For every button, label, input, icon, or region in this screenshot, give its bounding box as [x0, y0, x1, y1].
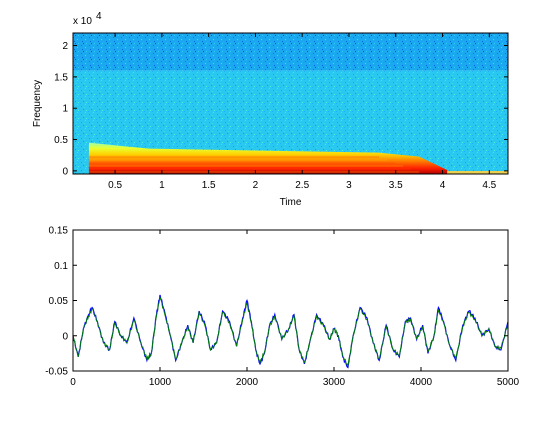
spectrogram-tail	[447, 171, 508, 174]
spectrogram-y-tick-label: 0	[62, 166, 68, 177]
waveform-x-tick-label: 4000	[410, 377, 433, 388]
spectrogram-x-tick-label: 1	[159, 180, 165, 191]
spectrogram-x-tick-label: 0.5	[108, 180, 122, 191]
waveform-x-tick-label: 0	[70, 377, 76, 388]
spectrogram-y-axis-label: Frequency	[32, 80, 43, 127]
waveform-x-tick-label: 3000	[323, 377, 346, 388]
spectrogram-high-band-noise	[73, 33, 508, 71]
waveform-y-ticks: -0.05 0 0.05 0.1 0.15	[45, 226, 508, 378]
spectrogram-image	[73, 33, 508, 174]
spectrogram-x-tick-label: 1.5	[202, 180, 216, 191]
waveform-x-ticks: 0 1000 2000 3000 4000 5000	[70, 230, 520, 388]
waveform-y-tick-label: 0.15	[49, 226, 69, 237]
waveform-y-tick-label: 0.05	[49, 296, 69, 307]
spectrogram-x-axis-label: Time	[280, 197, 302, 208]
spectrogram-x-tick-label: 3	[346, 180, 352, 191]
waveform-x-tick-label: 2000	[236, 377, 259, 388]
spectrogram-x-tick-label: 2	[253, 180, 259, 191]
waveform-y-tick-label: 0.1	[54, 261, 68, 272]
spectrogram-y-ticks: 0 0.5 1 1.5 2	[54, 41, 508, 177]
spectrogram-y-tick-label: 0.5	[54, 135, 68, 146]
spectrogram-y-tick-label: 1	[62, 104, 68, 115]
spectrogram-y-tick-label: 2	[62, 41, 68, 52]
waveform-y-tick-label: -0.05	[45, 367, 68, 378]
spectrogram-x-tick-label: 4	[440, 180, 446, 191]
spectrogram-axes-frame	[72, 32, 509, 175]
spectrogram-x-tick-label: 2.5	[295, 180, 309, 191]
spectrogram-panel: 0.5 1 1.5 2 2.5 3 3.5 4 4.5 0 0.5 1 1.5 2 Time Frequ…	[32, 11, 509, 208]
spectrogram-y-exponent-label: x 10	[73, 16, 92, 27]
waveform-axes-background	[73, 230, 508, 371]
waveform-y-tick-label: 0	[62, 331, 68, 342]
waveform-x-tick-label: 1000	[149, 377, 172, 388]
waveform-series-lines	[73, 294, 508, 369]
waveform-x-tick-label: 5000	[497, 377, 520, 388]
spectrogram-x-tick-label: 3.5	[389, 180, 403, 191]
spectrogram-y-exponent-power: 4	[96, 11, 102, 22]
waveform-series-green	[73, 296, 508, 367]
spectrogram-x-tick-label: 4.5	[482, 180, 496, 191]
spectrogram-y-tick-label: 1.5	[54, 72, 68, 83]
spectrogram-x-ticks: 0.5 1 1.5 2 2.5 3 3.5 4 4.5	[108, 33, 497, 191]
